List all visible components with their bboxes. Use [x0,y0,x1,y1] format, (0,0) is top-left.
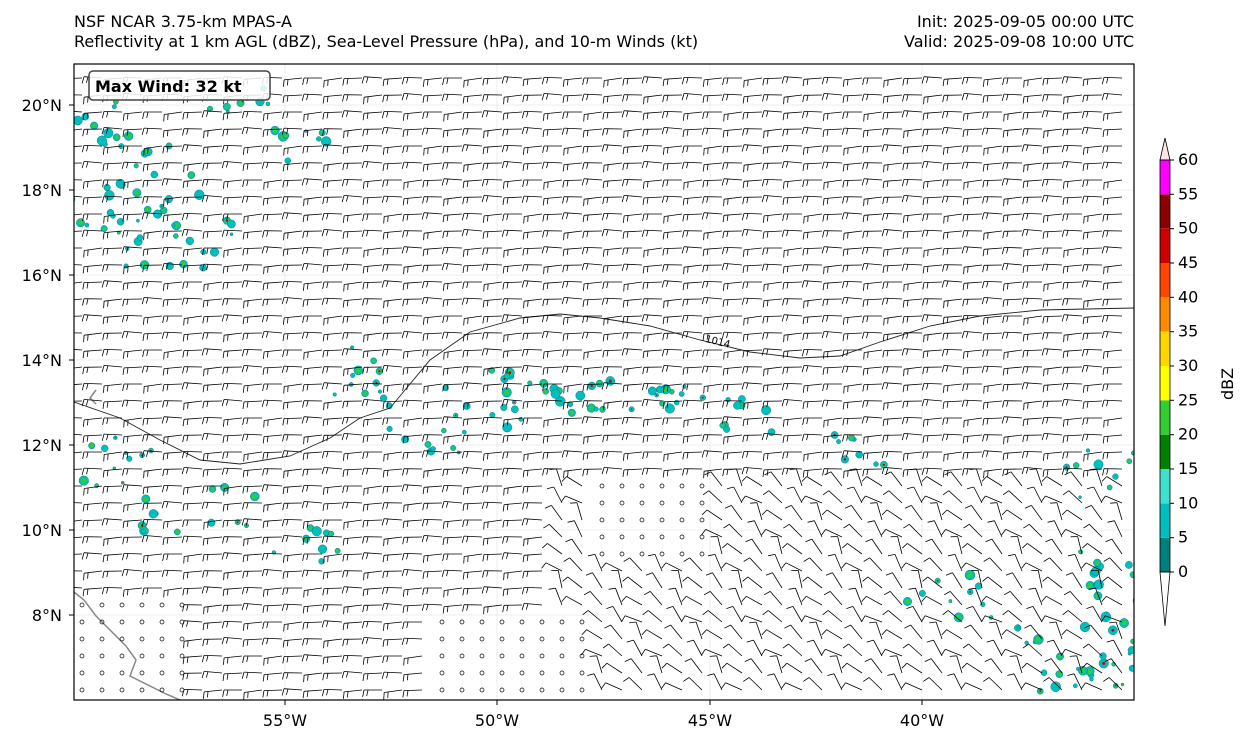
colorbar-swatch [1160,469,1170,504]
colorbar-tick-label: 25 [1178,390,1198,409]
colorbar-max-arrow [1159,137,1171,161]
colorbar-swatch [1160,297,1170,332]
reflectivity-echoes [74,84,1134,695]
wind-barbs [74,76,1123,700]
colorbar-swatch [1160,503,1170,538]
x-tick-label: 50°W [475,711,519,730]
colorbar-swatch [1160,228,1170,263]
colorbar-min-arrow [1159,571,1171,627]
colorbar-swatch [1160,331,1170,366]
colorbar-tick-label: 20 [1178,425,1198,444]
plot-frame [73,63,1135,701]
colorbar-swatch [1160,263,1170,298]
colorbar-tick-label: 5 [1178,528,1188,547]
colorbar-swatch [1160,400,1170,435]
y-axis: 20°N 18°N 16°N 14°N 12°N 10°N 8°N [22,96,74,625]
title-right: Init: 2025-09-05 00:00 UTC Valid: 2025-0… [904,12,1134,52]
x-tick-label: 40°W [900,711,944,730]
colorbar: 0 5 10 15 20 25 30 35 40 45 50 55 60 [1159,137,1198,627]
colorbar-swatch [1160,160,1170,195]
max-wind-label: Max Wind: 32 kt [95,77,242,96]
colorbar-label: dBZ [1218,368,1237,400]
colorbar-tick-label: 50 [1178,219,1198,238]
x-axis: 55°W 50°W 45°W 40°W [263,700,944,730]
plot-background [74,64,1134,700]
y-tick-label: 8°N [32,606,62,625]
x-tick-label: 45°W [688,711,732,730]
colorbar-tick-label: 45 [1178,253,1198,272]
coastline [74,389,181,700]
colorbar-tick-label: 40 [1178,287,1198,306]
x-tick-label: 55°W [263,711,307,730]
y-tick-label: 18°N [22,181,62,200]
colorbar-tick-label: 30 [1178,356,1198,375]
y-tick-label: 10°N [22,521,62,540]
colorbar-swatch [1160,194,1170,229]
colorbar-tick-label: 60 [1178,150,1198,169]
y-tick-label: 20°N [22,96,62,115]
colorbar-swatch [1160,366,1170,401]
model-title: NSF NCAR 3.75-km MPAS-A [74,12,292,31]
max-wind-box: Max Wind: 32 kt [88,70,271,101]
y-tick-label: 14°N [22,351,62,370]
colorbar-tick-label: 10 [1178,493,1198,512]
colorbar-swatch [1160,434,1170,469]
title-left: NSF NCAR 3.75-km MPAS-A Reflectivity at … [74,12,698,52]
y-tick-label: 12°N [22,436,62,455]
colorbar-swatch [1160,537,1170,572]
init-time: Init: 2025-09-05 00:00 UTC [916,12,1134,31]
fields-title: Reflectivity at 1 km AGL (dBZ), Sea-Leve… [74,32,699,51]
colorbar-tick-label: 15 [1178,459,1198,478]
y-tick-label: 16°N [22,266,62,285]
valid-time: Valid: 2025-09-08 10:00 UTC [903,32,1134,51]
colorbar-tick-label: 35 [1178,322,1198,341]
colorbar-tick-label: 55 [1178,184,1198,203]
colorbar-tick-label: 0 [1178,562,1188,581]
